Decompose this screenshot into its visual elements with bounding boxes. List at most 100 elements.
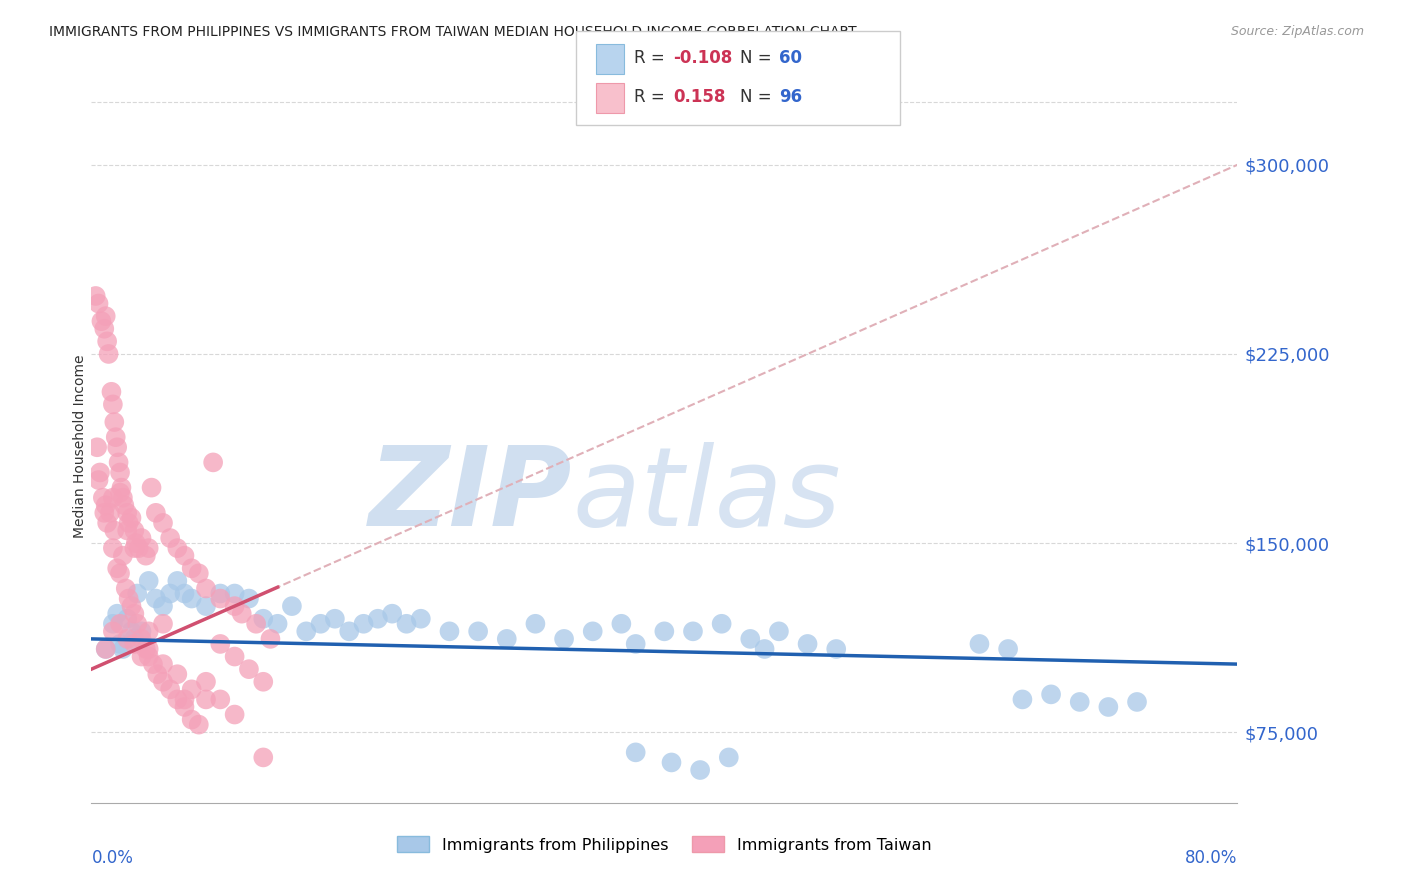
Point: [125, 536, 148, 550]
Text: 96: 96: [779, 88, 801, 106]
Text: atlas: atlas: [572, 442, 841, 549]
Point: [180, 561, 202, 575]
Point: [717, 750, 740, 764]
Point: [138, 649, 160, 664]
Point: [117, 591, 139, 606]
Point: [114, 582, 136, 596]
Point: [152, 599, 174, 614]
Point: [231, 607, 253, 621]
Point: [115, 506, 138, 520]
Text: 0.158: 0.158: [673, 88, 725, 106]
Point: [187, 566, 209, 581]
Point: [101, 541, 124, 555]
Point: [209, 637, 232, 651]
Text: R =: R =: [634, 49, 671, 67]
Point: [689, 763, 711, 777]
Point: [127, 616, 149, 631]
Point: [93, 322, 115, 336]
Point: [1097, 700, 1119, 714]
Point: [159, 531, 181, 545]
Point: [524, 616, 547, 631]
Text: N =: N =: [740, 49, 776, 67]
Point: [105, 607, 128, 621]
Legend: Immigrants from Philippines, Immigrants from Taiwan: Immigrants from Philippines, Immigrants …: [391, 830, 938, 859]
Point: [97, 347, 120, 361]
Point: [159, 682, 181, 697]
Point: [224, 599, 246, 614]
Point: [439, 624, 461, 639]
Point: [1011, 692, 1033, 706]
Point: [624, 745, 647, 759]
Point: [121, 511, 143, 525]
Point: [105, 561, 128, 575]
Point: [103, 415, 125, 429]
Point: [252, 612, 274, 626]
Point: [323, 612, 346, 626]
Point: [101, 397, 124, 411]
Point: [166, 692, 188, 706]
Point: [138, 624, 160, 639]
Point: [135, 549, 157, 563]
Point: [108, 485, 131, 500]
Point: [238, 591, 260, 606]
Point: [768, 624, 790, 639]
Point: [115, 632, 138, 646]
Point: [409, 612, 432, 626]
Point: [124, 637, 146, 651]
Point: [101, 491, 124, 505]
Point: [740, 632, 762, 646]
Point: [121, 599, 143, 614]
Point: [131, 632, 153, 646]
Point: [1069, 695, 1091, 709]
Point: [624, 637, 647, 651]
Point: [337, 624, 360, 639]
Point: [209, 586, 232, 600]
Point: [108, 637, 131, 651]
Point: [112, 498, 135, 512]
Point: [145, 506, 167, 520]
Point: [98, 506, 121, 520]
Point: [124, 541, 146, 555]
Point: [266, 616, 288, 631]
Point: [652, 624, 675, 639]
Point: [101, 624, 124, 639]
Point: [467, 624, 489, 639]
Point: [128, 541, 150, 555]
Point: [180, 591, 202, 606]
Point: [582, 624, 605, 639]
Point: [131, 624, 153, 639]
Point: [194, 674, 217, 689]
Point: [131, 531, 153, 545]
Point: [194, 582, 217, 596]
Point: [96, 516, 118, 530]
Point: [224, 586, 246, 600]
Text: IMMIGRANTS FROM PHILIPPINES VS IMMIGRANTS FROM TAIWAN MEDIAN HOUSEHOLD INCOME CO: IMMIGRANTS FROM PHILIPPINES VS IMMIGRANT…: [49, 25, 856, 39]
Point: [117, 516, 139, 530]
Point: [796, 637, 818, 651]
Point: [87, 296, 110, 310]
Point: [281, 599, 304, 614]
Point: [353, 616, 375, 631]
Point: [91, 491, 114, 505]
Point: [209, 591, 232, 606]
Point: [173, 549, 195, 563]
Point: [259, 632, 281, 646]
Point: [121, 624, 143, 639]
Point: [495, 632, 517, 646]
Point: [94, 642, 117, 657]
Point: [209, 692, 232, 706]
Point: [111, 549, 134, 563]
Y-axis label: Median Household Income: Median Household Income: [73, 354, 87, 538]
Point: [104, 430, 127, 444]
Point: [187, 717, 209, 731]
Point: [152, 616, 174, 631]
Point: [111, 491, 134, 505]
Point: [115, 524, 138, 538]
Point: [159, 586, 181, 600]
Point: [152, 674, 174, 689]
Point: [138, 642, 160, 657]
Point: [86, 440, 108, 454]
Point: [146, 667, 169, 681]
Point: [107, 455, 129, 469]
Point: [610, 616, 633, 631]
